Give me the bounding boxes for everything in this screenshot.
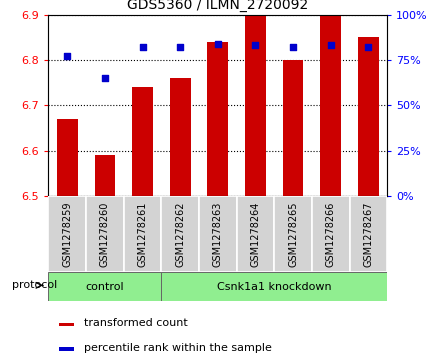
Bar — [237, 196, 274, 272]
Bar — [358, 37, 379, 196]
Bar — [274, 196, 312, 272]
Text: GSM1278266: GSM1278266 — [326, 201, 336, 267]
Point — [214, 41, 221, 46]
Bar — [283, 60, 304, 196]
Bar — [170, 78, 191, 196]
Point — [365, 44, 372, 50]
Text: control: control — [85, 282, 124, 292]
Bar — [57, 119, 77, 196]
Bar — [48, 196, 86, 272]
Text: GSM1278262: GSM1278262 — [175, 201, 185, 267]
Bar — [86, 196, 124, 272]
Bar — [124, 196, 161, 272]
Point — [101, 75, 108, 81]
Bar — [59, 347, 74, 351]
Text: percentile rank within the sample: percentile rank within the sample — [84, 343, 272, 352]
Point — [290, 44, 297, 50]
Title: GDS5360 / ILMN_2720092: GDS5360 / ILMN_2720092 — [127, 0, 308, 12]
Bar — [95, 155, 115, 196]
Bar — [132, 87, 153, 196]
Text: GSM1278264: GSM1278264 — [250, 201, 260, 267]
Text: protocol: protocol — [12, 280, 57, 290]
Text: GSM1278260: GSM1278260 — [100, 201, 110, 267]
Text: GSM1278259: GSM1278259 — [62, 201, 72, 267]
Bar — [161, 272, 387, 301]
Bar — [207, 42, 228, 196]
Point — [139, 44, 146, 50]
Text: GSM1278261: GSM1278261 — [138, 201, 147, 267]
Point — [327, 42, 334, 48]
Bar — [59, 323, 74, 326]
Bar — [312, 196, 349, 272]
Bar — [199, 196, 237, 272]
Text: GSM1278267: GSM1278267 — [363, 201, 374, 267]
Point — [64, 53, 71, 59]
Bar — [48, 272, 161, 301]
Text: Csnk1a1 knockdown: Csnk1a1 knockdown — [217, 282, 332, 292]
Bar — [349, 196, 387, 272]
Text: transformed count: transformed count — [84, 318, 188, 328]
Bar — [320, 15, 341, 196]
Text: GSM1278265: GSM1278265 — [288, 201, 298, 267]
Text: GSM1278263: GSM1278263 — [213, 201, 223, 267]
Point — [176, 44, 183, 50]
Bar — [245, 15, 266, 196]
Bar — [161, 196, 199, 272]
Point — [252, 42, 259, 48]
